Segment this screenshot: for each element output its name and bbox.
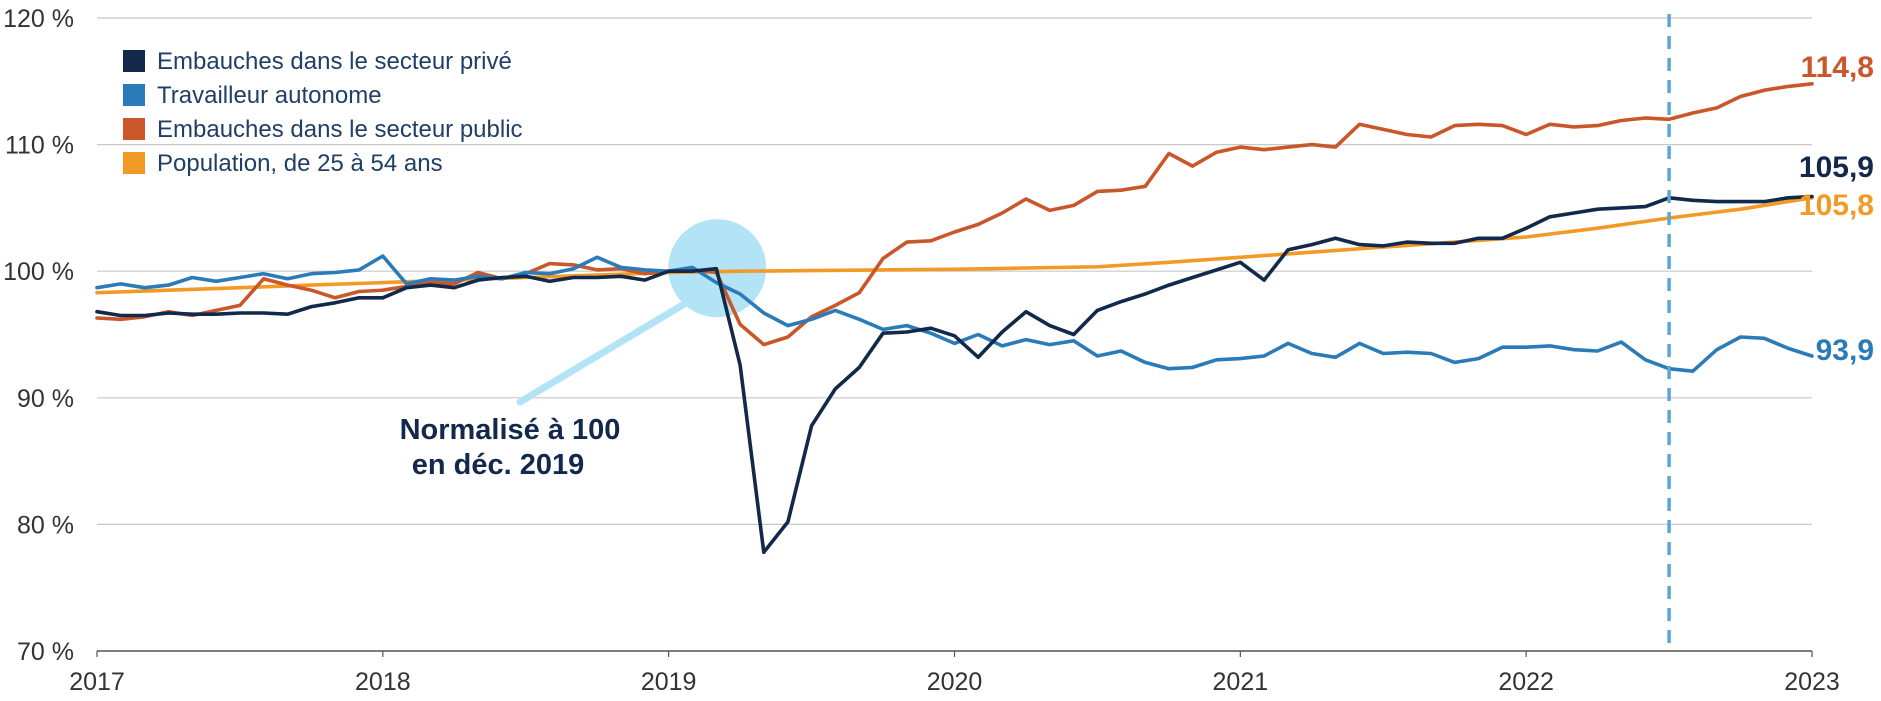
series-line-1 bbox=[95, 254, 1814, 374]
end-label-2: 114,8 bbox=[1801, 51, 1874, 84]
legend-label: Travailleur autonome bbox=[157, 82, 382, 109]
legend-swatch bbox=[123, 152, 145, 174]
series-lines bbox=[95, 82, 1814, 555]
y-tick-label: 120 % bbox=[3, 5, 74, 33]
x-tick-label: 2022 bbox=[1498, 668, 1554, 696]
legend-label: Embauches dans le secteur public bbox=[157, 116, 523, 143]
series-line-2 bbox=[95, 82, 1814, 347]
y-tick-label: 70 % bbox=[17, 638, 74, 666]
x-tick-label: 2019 bbox=[641, 668, 697, 696]
legend-label: Population, de 25 à 54 ans bbox=[157, 150, 443, 177]
annotation-line-1: Normalisé à 100 bbox=[400, 414, 621, 446]
end-label-1: 93,9 bbox=[1816, 334, 1874, 367]
x-tick-label: 2021 bbox=[1213, 668, 1269, 696]
legend-label: Embauches dans le secteur privé bbox=[157, 48, 512, 75]
annotation-pointer bbox=[516, 295, 696, 406]
legend-swatch bbox=[123, 84, 145, 106]
end-label-3: 105,8 bbox=[1799, 189, 1874, 222]
x-tick-label: 2017 bbox=[69, 668, 125, 696]
legend-swatch bbox=[123, 118, 145, 140]
normalization-marker bbox=[516, 219, 767, 406]
end-labels: 105,9 93,9 114,8 105,8 bbox=[1799, 51, 1874, 367]
y-tick-label: 80 % bbox=[17, 511, 74, 539]
y-tick-label: 110 % bbox=[5, 132, 74, 160]
x-tick-label: 2020 bbox=[927, 668, 983, 696]
end-label-0: 105,9 bbox=[1799, 151, 1874, 184]
y-tick-label: 90 % bbox=[17, 385, 74, 413]
legend: Embauches dans le secteur privé Travaille… bbox=[123, 48, 523, 177]
legend-swatch bbox=[123, 50, 145, 72]
x-tick-label: 2018 bbox=[355, 668, 411, 696]
y-tick-label: 100 % bbox=[3, 258, 74, 286]
y-axis-ticks: 70 % 80 % 90 % 100 % 110 % 120 % bbox=[3, 5, 74, 666]
series-line-3 bbox=[95, 196, 1814, 295]
annotation-line-2: en déc. 2019 bbox=[412, 449, 585, 481]
x-tick-label: 2023 bbox=[1784, 668, 1840, 696]
series-line-0 bbox=[95, 194, 1814, 555]
x-axis-ticks: 2017 2018 2019 2020 2021 2022 2023 bbox=[69, 651, 1840, 696]
